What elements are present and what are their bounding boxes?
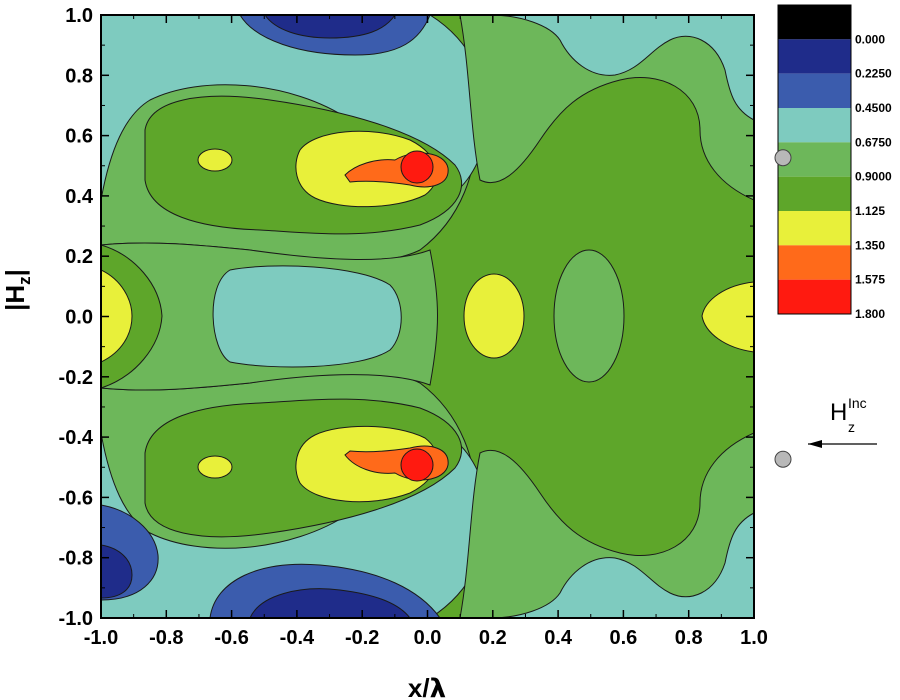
colorbar-labels: 0.000 0.2250 0.4500 0.6750 0.9000 1.125 1.350 1… bbox=[855, 32, 892, 321]
band-middle-left-teal bbox=[212, 265, 402, 368]
y-tick-labels: 1.0 0.8 0.6 0.4 0.2 0.0 -0.2 -0.4 -0.6 -0.8 -1.0 bbox=[59, 5, 94, 630]
region-right-lower-lightgreen bbox=[459, 432, 754, 618]
colorbar-level-label: 1.800 bbox=[855, 307, 885, 321]
x-tick-labels: -1.0 -0.8 -0.6 -0.4 -0.2 0.0 0.2 0.4 0.6 0.8 1.0 bbox=[84, 627, 768, 649]
x-tick-label: -0.8 bbox=[149, 627, 183, 649]
x-tick-label: 0.6 bbox=[609, 627, 637, 649]
colorbar-level-label: 0.4500 bbox=[855, 101, 892, 115]
incident-label-sup: Inc bbox=[848, 395, 867, 411]
colorbar-swatch bbox=[778, 176, 851, 211]
y-tick-label: 0.8 bbox=[65, 65, 93, 87]
incident-label-sub: z bbox=[848, 419, 855, 435]
x-tick-label: -0.4 bbox=[280, 627, 315, 649]
colorbar-level-label: 1.575 bbox=[855, 273, 885, 287]
y-tick-label: -0.6 bbox=[59, 487, 93, 509]
x-tick-label: -1.0 bbox=[84, 627, 118, 649]
hotspot-upper-small-yellow bbox=[197, 148, 233, 172]
colorbar-swatch bbox=[778, 279, 851, 314]
x-tick-label: 0.0 bbox=[414, 627, 442, 649]
y-tick-label: 0.2 bbox=[65, 246, 93, 268]
colorbar-level-label: 0.2250 bbox=[855, 67, 892, 81]
colorbar-swatch bbox=[778, 5, 851, 40]
hotspot-lower-red bbox=[400, 448, 434, 482]
hotspot-upper-red bbox=[400, 150, 434, 184]
colorbar bbox=[777, 4, 852, 315]
colorbar-level-label: 0.6750 bbox=[855, 135, 892, 149]
x-axis-title: x/λ bbox=[408, 673, 446, 700]
incident-arrow-head bbox=[808, 440, 822, 448]
contour-field bbox=[101, 15, 754, 618]
incident-label: H bbox=[830, 399, 847, 426]
region-right-upper-teal bbox=[489, 15, 754, 121]
scatterer-marker bbox=[774, 450, 792, 468]
incident-wave-indicator: H Inc z bbox=[808, 395, 877, 448]
region-right-lower-teal bbox=[489, 512, 754, 618]
hotspot-lower-small-yellow bbox=[197, 455, 233, 479]
x-tick-label: 0.4 bbox=[544, 627, 573, 649]
y-tick-label: 0.0 bbox=[65, 307, 93, 329]
colorbar-level-label: 0.9000 bbox=[855, 170, 892, 184]
x-tick-label: 0.8 bbox=[675, 627, 703, 649]
colorbar-swatch bbox=[778, 211, 851, 246]
colorbar-level-label: 0.000 bbox=[855, 32, 885, 46]
scatterer-markers bbox=[774, 149, 792, 468]
x-tick-label: -0.2 bbox=[345, 627, 379, 649]
axis-ticks bbox=[100, 14, 755, 619]
hotspot-right-edge-yellow bbox=[701, 281, 754, 353]
x-tick-label: 1.0 bbox=[740, 627, 768, 649]
x-tick-label: -0.6 bbox=[214, 627, 248, 649]
scatterer-marker bbox=[774, 149, 792, 167]
region-bottom-blue-inner bbox=[249, 588, 411, 618]
y-tick-label: 0.6 bbox=[65, 126, 93, 148]
y-tick-label: -0.2 bbox=[59, 367, 93, 389]
y-tick-label: -0.8 bbox=[59, 548, 93, 570]
region-center-right-oval bbox=[553, 249, 625, 383]
colorbar-swatch bbox=[778, 73, 851, 108]
colorbar-swatch bbox=[778, 108, 851, 143]
colorbar-swatch bbox=[778, 39, 851, 74]
y-axis-title: |Hz| bbox=[0, 269, 34, 311]
band-left-edge-yellow bbox=[101, 269, 133, 363]
colorbar-swatch bbox=[778, 245, 851, 280]
colorbar-level-label: 1.125 bbox=[855, 204, 885, 218]
y-tick-label: 1.0 bbox=[65, 5, 93, 27]
y-tick-label: -0.4 bbox=[59, 427, 94, 449]
y-tick-label: 0.4 bbox=[65, 186, 94, 208]
x-tick-label: 0.2 bbox=[479, 627, 507, 649]
hotspot-center-right-yellow bbox=[463, 273, 525, 359]
colorbar-level-label: 1.350 bbox=[855, 238, 885, 252]
y-tick-label: -1.0 bbox=[59, 608, 93, 630]
region-right-upper-lightgreen bbox=[459, 15, 754, 201]
